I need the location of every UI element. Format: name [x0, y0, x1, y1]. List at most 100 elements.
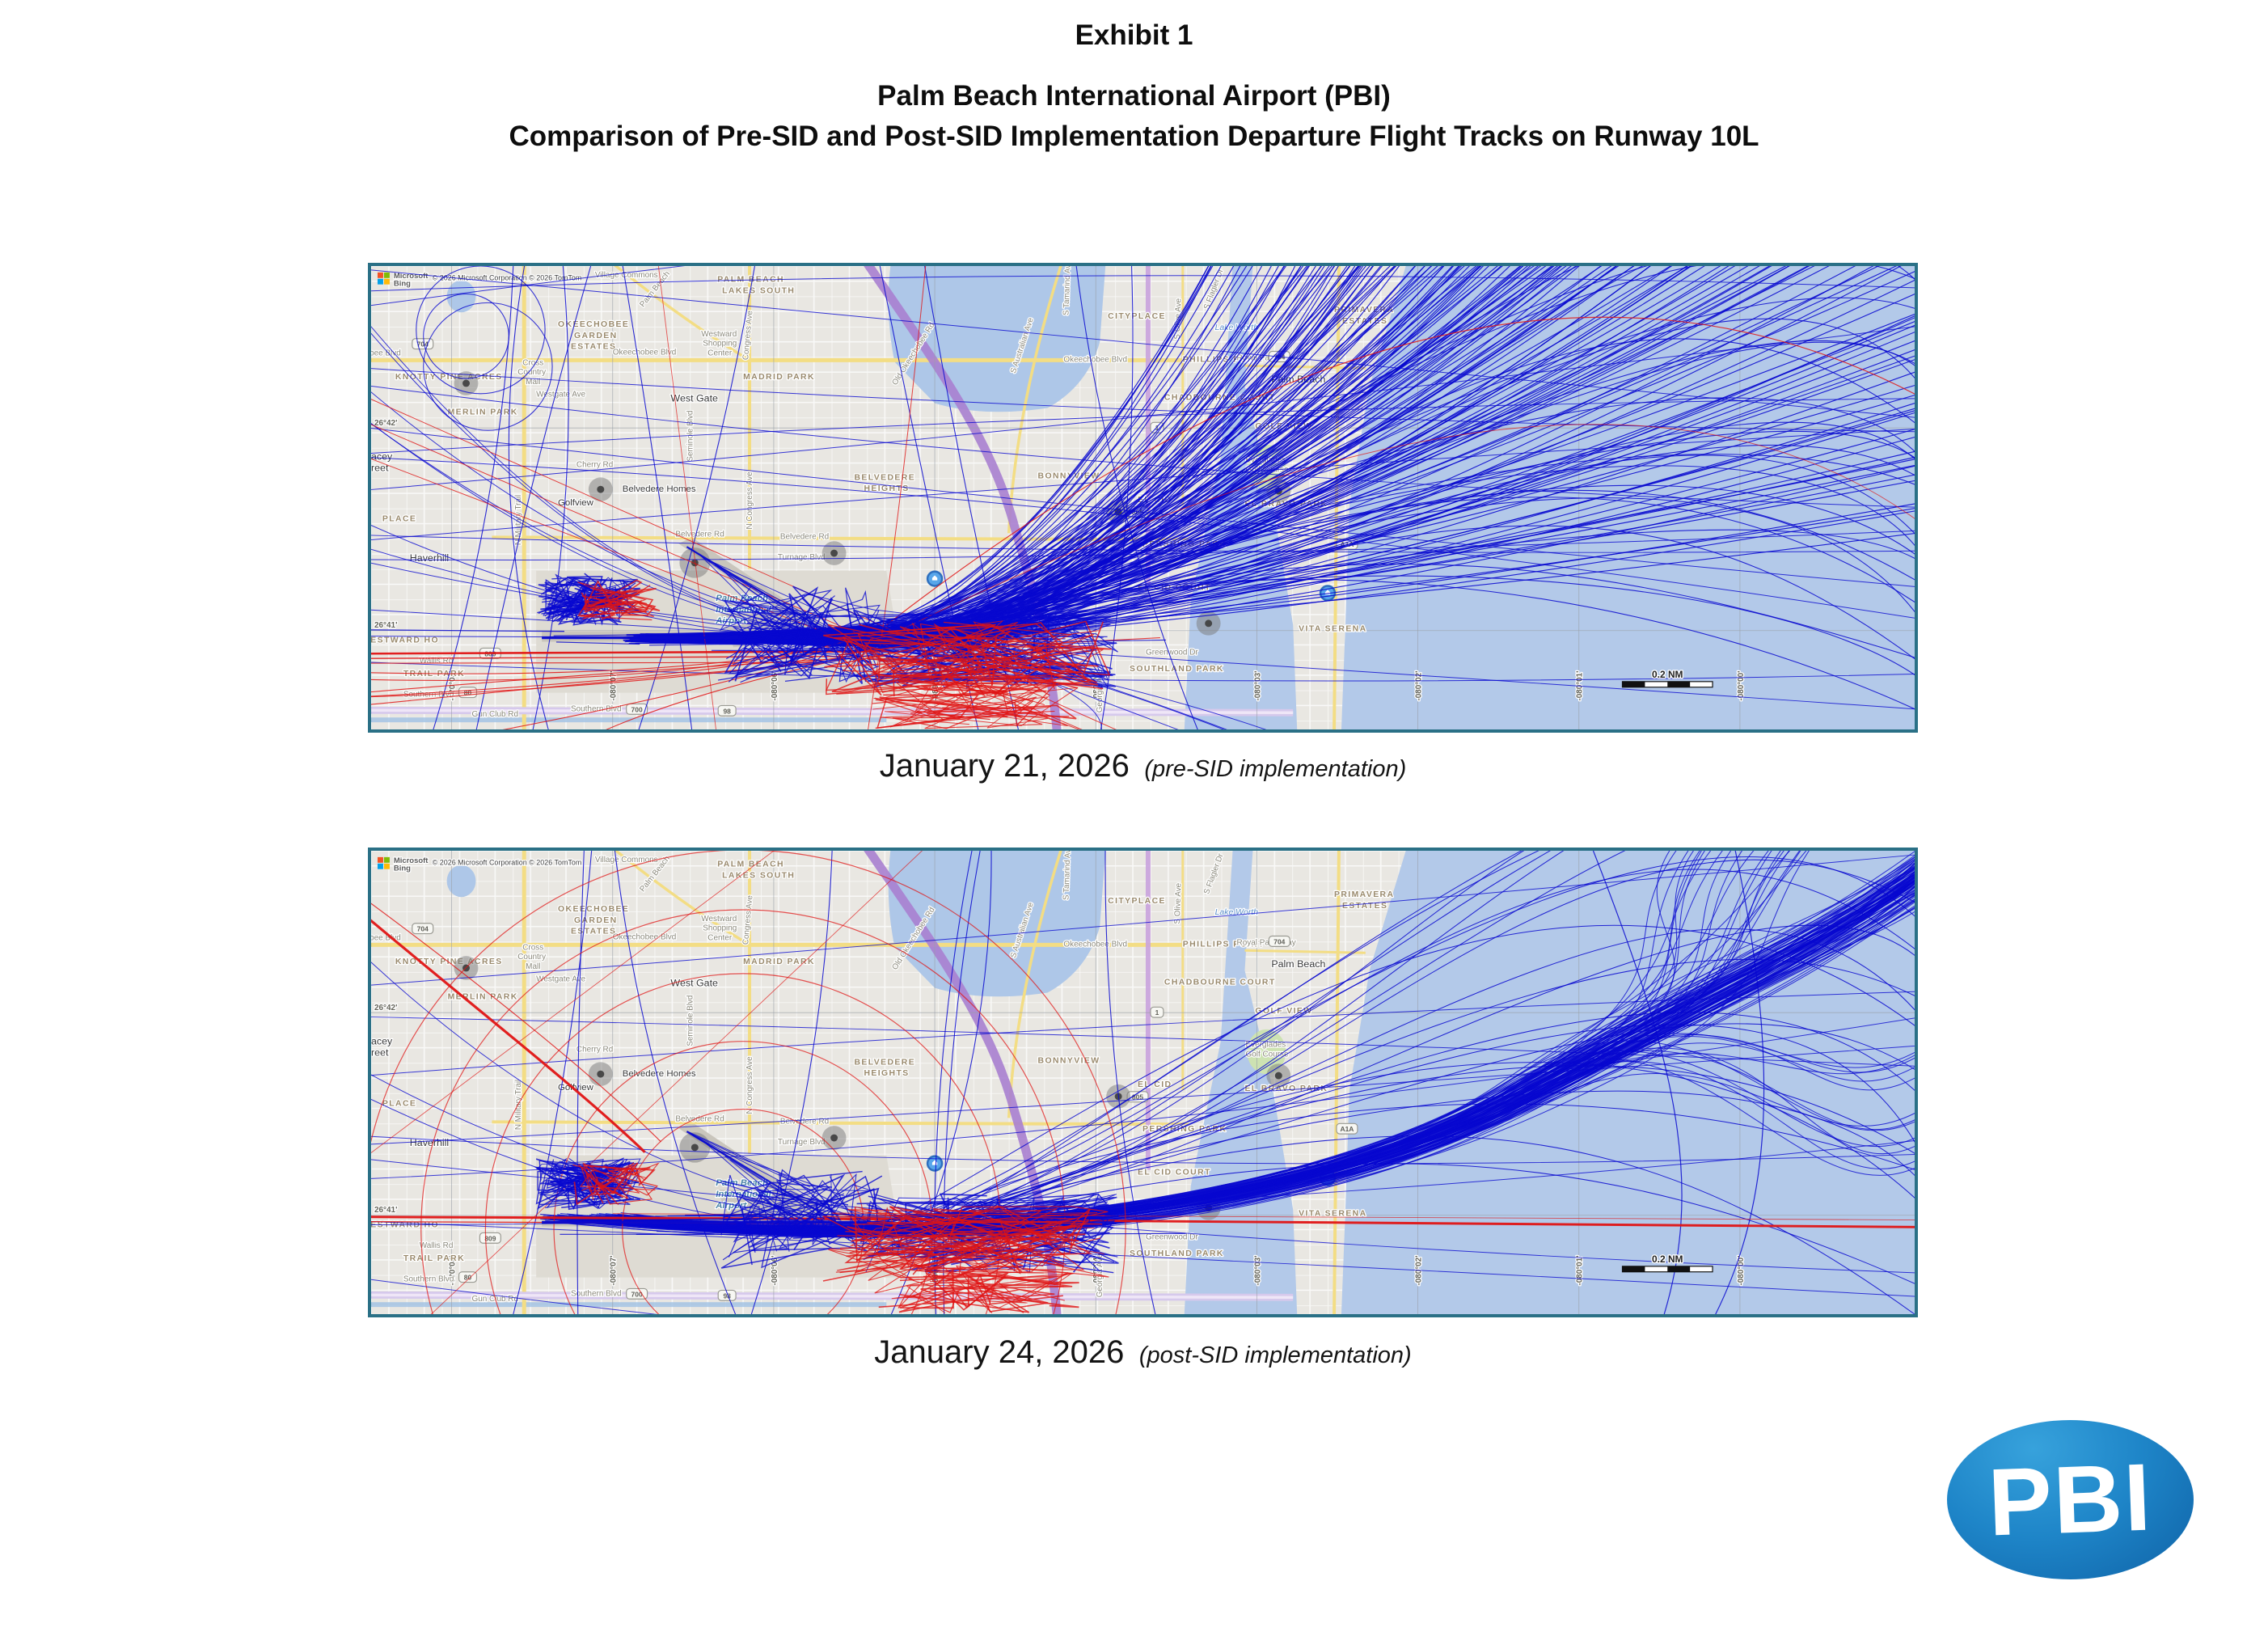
svg-text:80: 80 [464, 1274, 472, 1282]
svg-text:BONNYVIEW: BONNYVIEW [1038, 1056, 1100, 1065]
svg-text:N Military Trail: N Military Trail [514, 495, 523, 545]
svg-text:Mall: Mall [526, 962, 540, 971]
svg-text:Belvedere Rd: Belvedere Rd [675, 1114, 724, 1123]
title-block: Exhibit 1 Palm Beach International Airpo… [0, 19, 2268, 157]
svg-text:EL BRAVO PARK: EL BRAVO PARK [1244, 500, 1328, 509]
svg-text:Okeechobee Blvd: Okeechobee Blvd [1063, 940, 1127, 949]
svg-text:GARDEN: GARDEN [574, 332, 618, 340]
svg-text:Seminole Blvd: Seminole Blvd [686, 996, 695, 1046]
svg-text:Center: Center [707, 933, 733, 942]
svg-text:Southern Blvd: Southern Blvd [403, 1275, 454, 1284]
svg-text:Belvedere Rd: Belvedere Rd [780, 1117, 829, 1126]
svg-text:Gun Club Rd: Gun Club Rd [471, 710, 518, 719]
svg-text:Lake Worth: Lake Worth [1215, 908, 1259, 917]
svg-text:N Congress Ave: N Congress Ave [745, 471, 754, 530]
svg-text:704: 704 [1273, 937, 1285, 945]
svg-text:Shopping: Shopping [703, 340, 737, 349]
svg-text:Belvedere Homes: Belvedere Homes [623, 484, 696, 494]
svg-text:Westgate Ave: Westgate Ave [536, 975, 586, 984]
svg-text:© 2026 Microsoft Corporation: © 2026 Microsoft Corporation © 2026 TomT… [433, 274, 582, 282]
svg-text:CITYPLACE: CITYPLACE [1108, 312, 1166, 321]
svg-text:PRIMAVERA: PRIMAVERA [1334, 890, 1394, 899]
svg-text:-080°07': -080°07' [610, 671, 619, 701]
svg-text:Belvedere Homes: Belvedere Homes [623, 1069, 696, 1079]
svg-text:Country: Country [517, 368, 546, 377]
svg-text:Turnage Blvd: Turnage Blvd [778, 553, 826, 562]
svg-text:26°41': 26°41' [374, 621, 397, 630]
svg-text:CITYPLACE: CITYPLACE [1108, 897, 1166, 906]
svg-text:A1A: A1A [1340, 1125, 1354, 1133]
page-title: Palm Beach International Airport (PBI) [877, 80, 1391, 112]
svg-text:0.2 NM: 0.2 NM [1652, 669, 1683, 680]
svg-text:Westgate Ave: Westgate Ave [536, 391, 586, 399]
svg-text:26°41': 26°41' [374, 1206, 397, 1215]
svg-text:Okeechobee Blvd: Okeechobee Blvd [613, 349, 677, 357]
svg-text:GOLF VIEW: GOLF VIEW [1255, 1007, 1312, 1016]
svg-text:-080°00': -080°00' [1737, 671, 1746, 701]
svg-text:MERLIN PARK: MERLIN PARK [448, 408, 518, 416]
svg-text:Golf Course: Golf Course [1245, 1050, 1289, 1059]
svg-text:704: 704 [417, 340, 429, 349]
svg-text:S Tamarind Ave: S Tamarind Ave [1062, 851, 1072, 900]
svg-text:PLACE: PLACE [382, 1100, 416, 1109]
svg-text:SOUTHLAND PARK: SOUTHLAND PARK [1130, 1249, 1224, 1258]
svg-text:Bing: Bing [394, 279, 411, 288]
svg-text:805: 805 [1132, 1093, 1143, 1101]
svg-text:-080°02': -080°02' [1415, 671, 1424, 701]
svg-text:Okeechobee Blvd: Okeechobee Blvd [1063, 355, 1127, 364]
svg-text:GARDEN: GARDEN [574, 916, 618, 925]
pre-sid-map-canvas: -080°08' -080°07' -080°06' -080°05' -080°04'… [371, 266, 1915, 729]
svg-text:acey: acey [371, 1036, 393, 1047]
svg-text:MADRID PARK: MADRID PARK [743, 958, 815, 966]
svg-text:98: 98 [723, 1291, 731, 1300]
svg-text:Greenwood Dr: Greenwood Dr [1146, 648, 1198, 657]
svg-text:Cross: Cross [522, 943, 543, 952]
svg-text:1: 1 [1155, 1008, 1159, 1017]
svg-text:PERSHING PARK: PERSHING PARK [1142, 1125, 1227, 1134]
svg-text:ESTATES: ESTATES [1342, 902, 1387, 911]
svg-text:Golfview: Golfview [558, 1083, 594, 1093]
svg-text:BELVEDERE: BELVEDERE [854, 1058, 915, 1067]
svg-text:Cross: Cross [522, 358, 543, 367]
svg-text:Microsoft: Microsoft [394, 856, 429, 865]
post-sid-caption-note: (post-SID implementation) [1138, 1342, 1412, 1368]
post-sid-map-canvas: -080°08' -080°07' -080°06' -080°05' -080°04'… [371, 851, 1915, 1314]
svg-text:Okeechobee Blvd: Okeechobee Blvd [613, 933, 677, 942]
svg-text:-080°07': -080°07' [610, 1256, 619, 1286]
svg-text:-080°08': -080°08' [449, 1256, 458, 1286]
svg-text:Shopping: Shopping [703, 924, 737, 933]
svg-text:Wallis Rd: Wallis Rd [420, 1241, 454, 1250]
svg-text:N Congress Ave: N Congress Ave [745, 1056, 754, 1114]
svg-text:reet: reet [371, 1047, 389, 1059]
svg-text:809: 809 [484, 1234, 496, 1242]
svg-text:-080°03': -080°03' [1253, 671, 1262, 701]
svg-text:Village Commons: Village Commons [595, 271, 658, 280]
svg-text:West Gate: West Gate [670, 978, 718, 989]
svg-text:VITA SERENA: VITA SERENA [1299, 625, 1366, 634]
svg-text:S Olive Ave: S Olive Ave [1173, 882, 1184, 924]
svg-text:KNOTTY PINE ACRES: KNOTTY PINE ACRES [395, 373, 503, 382]
svg-text:CHADBOURNE COURT: CHADBOURNE COURT [1164, 979, 1276, 987]
svg-text:Palm Beach: Palm Beach [1271, 958, 1325, 970]
svg-text:Greenwood Dr: Greenwood Dr [1146, 1232, 1198, 1241]
svg-text:PALM BEACH: PALM BEACH [717, 860, 784, 869]
svg-text:26°42': 26°42' [374, 1004, 397, 1012]
svg-text:Belvedere Rd: Belvedere Rd [675, 530, 724, 539]
post-sid-caption-date: January 24, 2026 [874, 1334, 1125, 1370]
svg-text:Country: Country [517, 953, 546, 962]
svg-text:Southern Blvd: Southern Blvd [571, 1289, 622, 1298]
pbi-airport-logo: PBI [1947, 1420, 2194, 1579]
svg-text:Southern Blvd: Southern Blvd [571, 704, 622, 713]
svg-text:© 2026 Microsoft Corporation: © 2026 Microsoft Corporation © 2026 TomT… [433, 859, 582, 867]
svg-text:Haverhill: Haverhill [410, 552, 449, 564]
svg-text:Turnage Blvd: Turnage Blvd [778, 1138, 826, 1147]
svg-text:Microsoft: Microsoft [394, 271, 429, 280]
svg-text:PLACE: PLACE [382, 515, 416, 524]
svg-text:reet: reet [371, 463, 389, 474]
svg-text:S Tamarind Ave: S Tamarind Ave [1062, 266, 1072, 315]
svg-text:Village Commons: Village Commons [595, 856, 658, 865]
svg-text:West Gate: West Gate [670, 393, 718, 404]
svg-text:SOUTHLAND PARK: SOUTHLAND PARK [1130, 665, 1224, 674]
pre-sid-flight-track-map: -080°08' -080°07' -080°06' -080°05' -080°04'… [368, 263, 1918, 733]
